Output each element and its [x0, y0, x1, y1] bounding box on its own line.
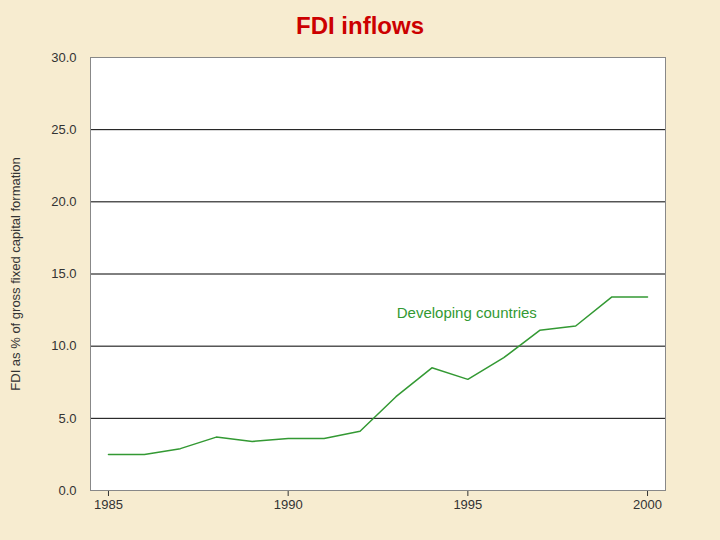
svg-text:30.0: 30.0	[51, 50, 76, 65]
svg-text:Developing countries: Developing countries	[397, 304, 537, 321]
svg-text:5.0: 5.0	[58, 410, 76, 425]
svg-text:1985: 1985	[94, 497, 123, 512]
svg-text:25.0: 25.0	[51, 122, 76, 137]
html-text:FDI inflows: FDI inflows	[296, 12, 424, 39]
svg-text:1995: 1995	[453, 497, 482, 512]
svg-text:FDI as % of gross fixed capita: FDI as % of gross fixed capital formatio…	[8, 157, 23, 390]
svg-text:2000: 2000	[633, 497, 662, 512]
svg-text:20.0: 20.0	[51, 194, 76, 209]
svg-text:15.0: 15.0	[51, 266, 76, 281]
svg-text:10.0: 10.0	[51, 338, 76, 353]
svg-text:1990: 1990	[274, 497, 303, 512]
svg-text:0.0: 0.0	[58, 483, 76, 498]
